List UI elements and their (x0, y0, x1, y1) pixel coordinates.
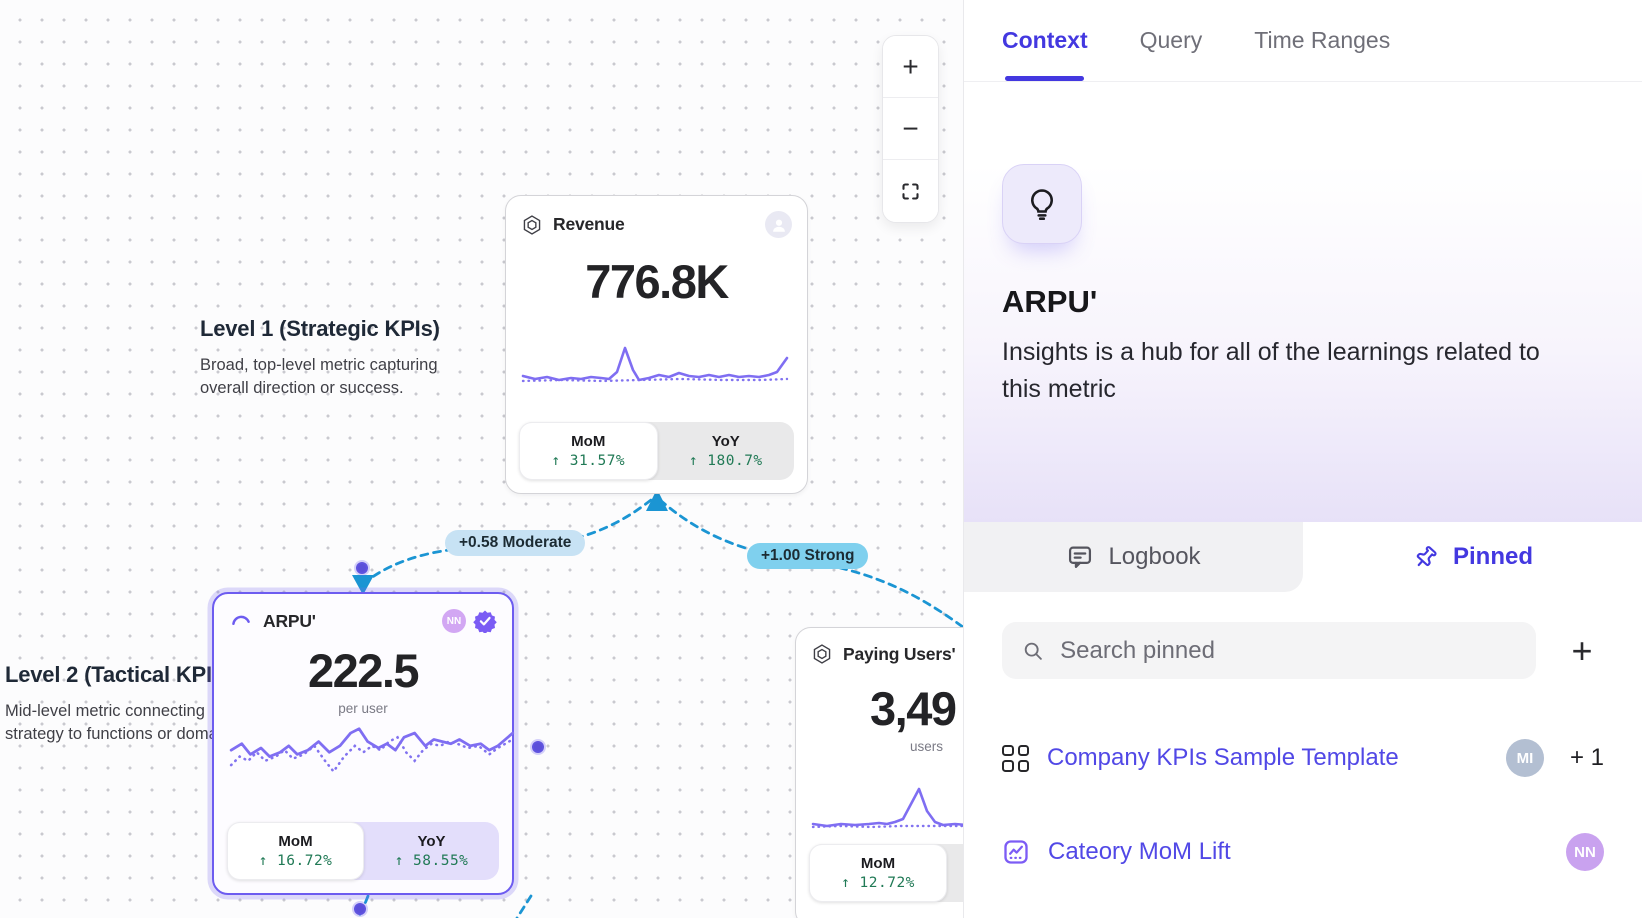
panel-subtab-bar: Logbook Pinned (964, 522, 1642, 592)
subtab-logbook[interactable]: Logbook (964, 522, 1303, 592)
metric-context-hero: ARPU' Insights is a hub for all of the l… (964, 164, 1642, 522)
arpu-title: ARPU' (263, 610, 316, 631)
metric-tree-canvas[interactable]: Level 1 (Strategic KPIs) Broad, top-leve… (0, 0, 964, 918)
tab-context[interactable]: Context (1002, 0, 1088, 81)
arpu-header: ARPU' NN (214, 594, 512, 633)
search-pinned-box[interactable] (1002, 622, 1536, 679)
mom-label: MoM (860, 855, 896, 872)
tab-time-ranges[interactable]: Time Ranges (1254, 27, 1391, 53)
arpu-yoy-value: ↑ 58.55% (394, 853, 469, 869)
correlation-badge-moderate[interactable]: +0.58 Moderate (445, 530, 586, 556)
level-1-annotation: Level 1 (Strategic KPIs) Broad, top-leve… (200, 316, 470, 400)
paying-users-value: 3,49 (870, 682, 957, 735)
metric-node-paying-users[interactable]: Paying Users' 3,49 users MoM ↑ 12.72% (795, 627, 964, 918)
chart-insight-icon (1004, 840, 1028, 864)
collaborator-avatar[interactable]: NN (442, 609, 466, 633)
tab-query[interactable]: Query (1139, 27, 1203, 53)
level-2-description-line1: Mid-level metric connecting (5, 702, 205, 720)
paying-users-kpi-footer: MoM ↑ 12.72% (809, 844, 964, 902)
revenue-kpi-footer: MoM ↑ 31.57% YoY ↑ 180.7% (519, 422, 794, 480)
arpu-yoy-toggle[interactable]: YoY ↑ 58.55% (364, 822, 499, 880)
yoy-label: YoY (417, 833, 446, 850)
subtab-logbook-label: Logbook (1108, 543, 1201, 570)
metric-node-arpu[interactable]: ARPU' NN 222.5 per user MoM ↑ 16.72% YoY… (212, 592, 515, 895)
fit-view-button[interactable] (883, 160, 938, 222)
search-pinned-input[interactable] (1060, 636, 1516, 665)
revenue-yoy-toggle[interactable]: YoY ↑ 180.7% (658, 422, 795, 480)
level-1-title: Level 1 (Strategic KPIs) (200, 316, 440, 341)
subtab-pinned-label: Pinned (1452, 543, 1533, 570)
paying-users-sparkline (811, 787, 964, 829)
paying-users-mom-value: ↑ 12.72% (841, 875, 915, 891)
level-1-description-line1: Broad, top-level metric capturing (200, 356, 438, 374)
arrowhead-into-revenue (646, 489, 668, 511)
search-icon (1024, 642, 1042, 660)
arc-metric-icon (232, 615, 250, 625)
insights-lightbulb-button[interactable] (1002, 164, 1082, 244)
arpu-unit: per user (338, 701, 388, 716)
metric-node-revenue[interactable]: Revenue 776.8K MoM ↑ 31.57% YoY ↑ 180.7% (505, 195, 808, 494)
mom-label: MoM (278, 833, 313, 850)
arpu-value: 222.5 (307, 644, 420, 697)
fit-view-icon (902, 182, 919, 200)
level-1-description-line2: overall direction or success. (200, 379, 404, 397)
revenue-mom-toggle[interactable]: MoM ↑ 31.57% (519, 422, 658, 480)
connection-handle-arpu-bottom[interactable] (352, 901, 368, 917)
metric-name-heading: ARPU' (1002, 284, 1098, 319)
metric-description: Insights is a hub for all of the learnin… (1002, 338, 1540, 403)
pinned-panel-body: + Company KPIs Sample Template MI + 1 Ca… (964, 592, 1642, 871)
zoom-in-button[interactable]: + (883, 36, 938, 98)
owner-avatar-icon[interactable] (765, 211, 792, 238)
arpu-kpi-footer: MoM ↑ 16.72% YoY ↑ 58.55% (227, 822, 499, 880)
pinned-item-label: Cateory MoM Lift (1048, 838, 1231, 865)
arpu-mom-value: ↑ 16.72% (258, 853, 333, 869)
connection-handle-arpu-top[interactable] (354, 560, 370, 576)
paying-users-mom-toggle[interactable]: MoM ↑ 12.72% (809, 844, 947, 902)
subtab-pinned[interactable]: Pinned (1303, 522, 1642, 592)
paying-users-unit: users (910, 739, 944, 754)
revenue-value: 776.8K (585, 255, 729, 308)
connection-handle-arpu-right[interactable] (530, 739, 546, 755)
hexagon-metric-icon (523, 214, 541, 235)
revenue-sparkline (521, 346, 789, 383)
pinned-item-label: Company KPIs Sample Template (1047, 744, 1399, 771)
paying-users-header: Paying Users' (796, 628, 964, 665)
panel-tab-bar: Context Query Time Ranges (964, 0, 1642, 82)
level-2-description-line2: strategy to functions or domains. (5, 725, 244, 743)
zoom-out-button[interactable]: − (883, 98, 938, 160)
logbook-comment-icon (1069, 546, 1092, 569)
canvas-zoom-controls: + − (882, 35, 939, 223)
paying-users-yoy-toggle[interactable] (947, 844, 964, 902)
level-2-title: Level 2 (Tactical KPIs) (5, 662, 232, 687)
correlation-badge-strong[interactable]: +1.00 Strong (747, 543, 869, 569)
template-grid-icon (1002, 744, 1029, 772)
revenue-mom-value: ↑ 31.57% (551, 453, 626, 469)
edge-downstream-2 (515, 894, 533, 918)
verified-seal-icon[interactable] (473, 609, 497, 633)
extra-collaborators-count: + 1 (1569, 744, 1604, 771)
mom-label: MoM (571, 433, 606, 450)
context-side-panel: Context Query Time Ranges ARPU' Insights… (963, 0, 1642, 918)
avatar-mi: MI (1505, 739, 1544, 777)
hexagon-metric-icon (813, 644, 831, 664)
revenue-yoy-value: ↑ 180.7% (688, 453, 763, 469)
add-pinned-button[interactable]: + (1560, 632, 1604, 669)
revenue-title: Revenue (553, 214, 625, 234)
lightbulb-icon (1031, 189, 1053, 220)
arpu-mom-toggle[interactable]: MoM ↑ 16.72% (227, 822, 364, 880)
paying-users-title: Paying Users' (843, 643, 956, 664)
revenue-header: Revenue (506, 196, 807, 238)
yoy-label: YoY (711, 433, 740, 450)
pinned-search-row: + (1002, 622, 1604, 679)
avatar-nn: NN (1566, 833, 1604, 871)
level-2-annotation: Level 2 (Tactical KPIs) Mid-level metric… (5, 662, 285, 746)
pushpin-icon (1416, 545, 1437, 566)
arrowhead-into-arpu (352, 575, 374, 595)
arpu-sparkline (229, 727, 515, 774)
pinned-item-company-kpis[interactable]: Company KPIs Sample Template MI + 1 (1002, 739, 1604, 777)
pinned-item-cateory-mom-lift[interactable]: Cateory MoM Lift NN (1002, 833, 1604, 871)
